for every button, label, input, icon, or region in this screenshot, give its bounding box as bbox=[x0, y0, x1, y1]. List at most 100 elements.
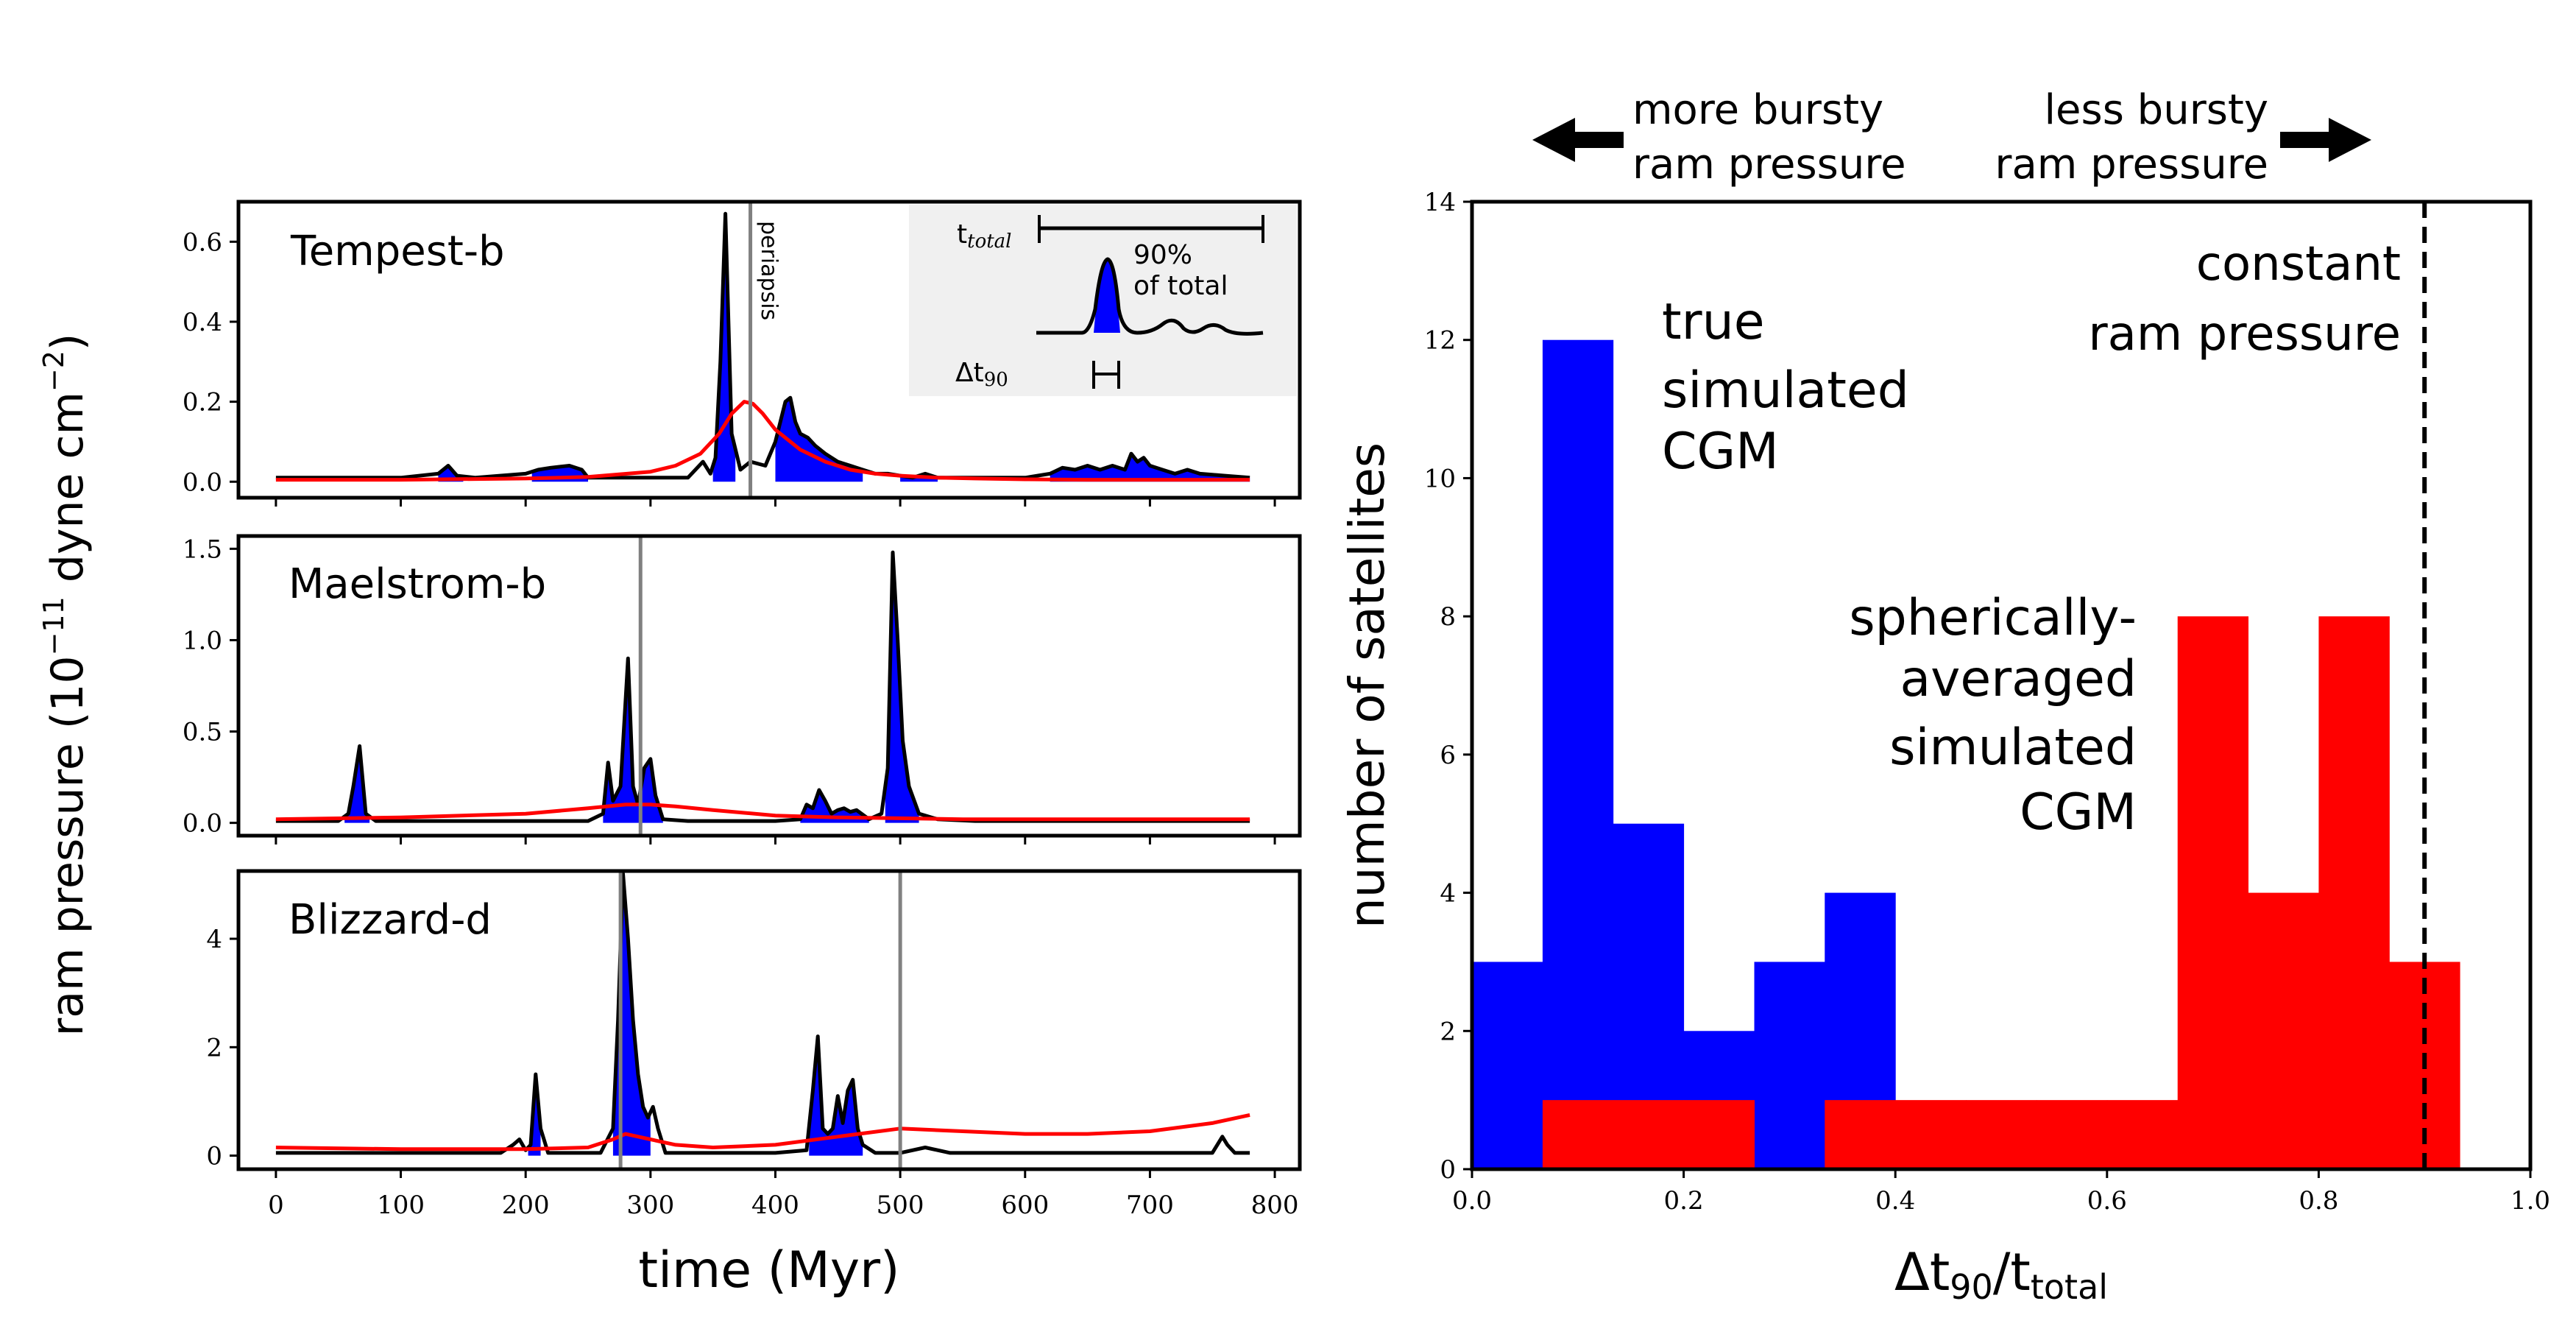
left-xtick-label: 0 bbox=[268, 1191, 284, 1220]
tempest-b-marks bbox=[275, 202, 1276, 507]
left-xticks: 0 100 200 300 400 500 600 700 800 bbox=[268, 1169, 1299, 1220]
maelstrom-b-ytick-label: 0.5 bbox=[183, 718, 222, 747]
left-ylabel: ram pressure (10−11 dyne cm−2) bbox=[38, 334, 93, 1037]
maelstrom-b-frame bbox=[236, 534, 1302, 838]
more-bursty-line1: more bursty bbox=[1632, 86, 1883, 134]
histogram-xtick-label: 0.2 bbox=[1664, 1186, 1704, 1216]
spherical-cgm-bar bbox=[1825, 1100, 1896, 1169]
tempest-b-burst-fill bbox=[775, 398, 863, 482]
spherical-cgm-label-line1: spherically- bbox=[1849, 589, 2137, 647]
maelstrom-b-marks bbox=[275, 536, 1276, 844]
more-bursty-line2: ram pressure bbox=[1632, 141, 1906, 188]
arrow-right-icon bbox=[2280, 118, 2371, 162]
histogram-frame bbox=[1470, 200, 2533, 1171]
tempest-b-ytick-label: 0.2 bbox=[183, 388, 222, 417]
histogram-xtick-label: 0.0 bbox=[1452, 1186, 1492, 1216]
spherical-cgm-bar bbox=[2106, 1100, 2179, 1169]
spherical-cgm-label-line2: averaged bbox=[1900, 650, 2137, 708]
histogram-bars bbox=[1472, 339, 2460, 1169]
spherical-cgm-bar bbox=[1683, 1100, 1755, 1169]
histogram-xtick-label: 1.0 bbox=[2510, 1186, 2550, 1216]
blizzard-d-ytick-label: 0 bbox=[206, 1142, 222, 1171]
tempest-b-yticks: 0.0 0.2 0.4 0.6 bbox=[183, 228, 238, 497]
left-xtick-label: 200 bbox=[502, 1191, 550, 1220]
spherical-cgm-label-line4: CGM bbox=[2020, 783, 2137, 842]
left-xtick-label: 400 bbox=[751, 1191, 799, 1220]
maelstrom-b-ytick-label: 1.5 bbox=[183, 535, 222, 564]
panel-blizzard-d: Blizzard-d 0 2 4 0 100 200 300 400 500 600 700 800 bbox=[206, 869, 1302, 1220]
spherical-cgm-bar bbox=[1895, 1100, 1967, 1169]
histogram-ytick-label: 4 bbox=[1440, 879, 1456, 909]
maelstrom-b-true-cgm-line bbox=[275, 550, 1250, 823]
blizzard-d-ytick-label: 4 bbox=[206, 925, 222, 954]
histogram-panel: 0.0 0.2 0.4 0.6 0.8 1.0 0 2 4 6 8 10 12 14 number of… bbox=[1339, 86, 2550, 1307]
inset-curve bbox=[1036, 257, 1264, 336]
less-bursty-line2: ram pressure bbox=[1995, 141, 2268, 188]
histogram-xtick-label: 0.8 bbox=[2299, 1186, 2338, 1216]
true-cgm-bar bbox=[1542, 339, 1614, 1169]
histogram-ytick-label: 12 bbox=[1424, 326, 1456, 356]
histogram-xticks: 0.0 0.2 0.4 0.6 0.8 1.0 bbox=[1452, 1169, 2550, 1216]
histogram-ytick-label: 10 bbox=[1424, 464, 1456, 493]
spherical-cgm-bar bbox=[2318, 616, 2390, 1169]
maelstrom-b-burst-fill bbox=[603, 669, 663, 823]
blizzard-d-spherical-cgm-line bbox=[275, 1112, 1250, 1152]
arrow-left-icon bbox=[1532, 118, 1624, 162]
less-bursty-line1: less bursty bbox=[2045, 86, 2269, 134]
left-xtick-label: 600 bbox=[1001, 1191, 1049, 1220]
blizzard-d-yticks: 0 2 4 bbox=[206, 925, 238, 1171]
spherical-cgm-bar bbox=[2248, 892, 2319, 1169]
constant-label-line1: constant bbox=[2196, 237, 2401, 292]
histogram-ytick-label: 6 bbox=[1440, 741, 1456, 770]
left-xtick-label: 300 bbox=[626, 1191, 674, 1220]
maelstrom-b-yticks: 0.0 0.5 1.0 1.5 bbox=[183, 535, 238, 839]
tempest-b-frame bbox=[236, 200, 1302, 500]
tempest-b-ytick-label: 0.4 bbox=[183, 308, 222, 337]
spherical-cgm-bar bbox=[1613, 1100, 1685, 1169]
spherical-cgm-bar bbox=[1966, 1100, 2037, 1169]
inset-total-label: ttotal bbox=[957, 219, 1012, 253]
histogram-ytick-label: 8 bbox=[1440, 602, 1456, 632]
left-xlabel: time (Myr) bbox=[638, 1241, 899, 1300]
spherical-cgm-bar bbox=[2036, 1100, 2108, 1169]
inset-diagram: ttotal 90% of total Δt90 bbox=[909, 205, 1297, 396]
inset-pct-label2: of total bbox=[1133, 271, 1228, 301]
histogram-yticks: 0 2 4 6 8 10 12 14 bbox=[1424, 188, 1472, 1185]
histogram-xtick-label: 0.4 bbox=[1875, 1186, 1915, 1216]
maelstrom-b-title: Maelstrom-b bbox=[289, 560, 546, 608]
periapsis-label: periapsis bbox=[756, 221, 782, 320]
blizzard-d-ytick-label: 2 bbox=[206, 1033, 222, 1062]
histogram-ytick-label: 2 bbox=[1440, 1017, 1456, 1046]
tempest-b-ytick-label: 0.6 bbox=[183, 228, 222, 257]
maelstrom-b-ytick-label: 1.0 bbox=[183, 626, 222, 655]
tempest-b-spherical-cgm-line bbox=[275, 400, 1250, 482]
true-cgm-bar bbox=[1754, 962, 1825, 1169]
true-cgm-label-line3: CGM bbox=[1662, 423, 1779, 481]
tempest-b-true-cgm-line bbox=[275, 211, 1250, 480]
histogram-xlabel: Δt90/ttotal bbox=[1894, 1242, 2108, 1307]
blizzard-d-true-cgm-line bbox=[275, 872, 1250, 1155]
inset-pct-label: 90% bbox=[1133, 240, 1192, 270]
left-xtick-label: 100 bbox=[377, 1191, 425, 1220]
blizzard-d-title: Blizzard-d bbox=[289, 896, 492, 944]
maelstrom-b-burst-fill bbox=[885, 552, 919, 823]
left-xtick-label: 500 bbox=[877, 1191, 924, 1220]
true-cgm-label-line1: true bbox=[1662, 293, 1765, 351]
maelstrom-b-spherical-cgm-line bbox=[275, 803, 1250, 822]
inset-delta-label: Δt90 bbox=[955, 358, 1008, 391]
histogram-ytick-label: 0 bbox=[1440, 1155, 1456, 1185]
maelstrom-b-ytick-label: 0.0 bbox=[183, 809, 222, 839]
left-xtick-label: 700 bbox=[1126, 1191, 1174, 1220]
constant-label-line2: ram pressure bbox=[2088, 307, 2401, 362]
spherical-cgm-bar bbox=[1542, 1100, 1614, 1169]
panel-maelstrom-b: Maelstrom-b 0.0 0.5 1.0 1.5 bbox=[183, 534, 1302, 844]
panel-tempest-b: Tempest-b 0.0 0.2 0.4 0.6 periapsis ttotal … bbox=[183, 200, 1302, 507]
spherical-cgm-bar bbox=[2177, 616, 2248, 1169]
histogram-ytick-label: 14 bbox=[1424, 188, 1456, 217]
histogram-ylabel: number of satellites bbox=[1339, 442, 1395, 928]
spherical-cgm-label-line3: simulated bbox=[1889, 719, 2137, 777]
true-cgm-label-line2: simulated bbox=[1662, 362, 1909, 420]
tempest-b-ytick-label: 0.0 bbox=[183, 468, 222, 497]
histogram-xtick-label: 0.6 bbox=[2087, 1186, 2127, 1216]
